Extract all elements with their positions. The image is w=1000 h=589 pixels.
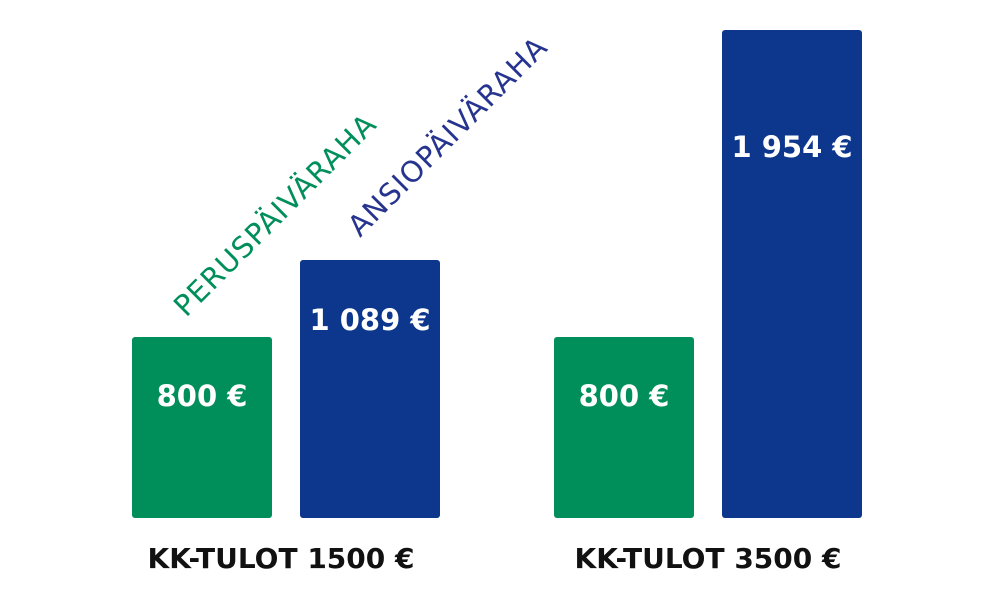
bar bbox=[722, 30, 862, 518]
bar bbox=[554, 337, 694, 518]
bar bbox=[132, 337, 272, 518]
data-label: 800 € bbox=[157, 379, 248, 413]
category-label: KK-TULOT 1500 € bbox=[148, 542, 415, 575]
data-label: 800 € bbox=[579, 379, 670, 413]
category-label: KK-TULOT 3500 € bbox=[575, 542, 842, 575]
data-label: 1 089 € bbox=[309, 303, 430, 337]
bar bbox=[300, 260, 440, 518]
data-label: 1 954 € bbox=[731, 130, 852, 164]
